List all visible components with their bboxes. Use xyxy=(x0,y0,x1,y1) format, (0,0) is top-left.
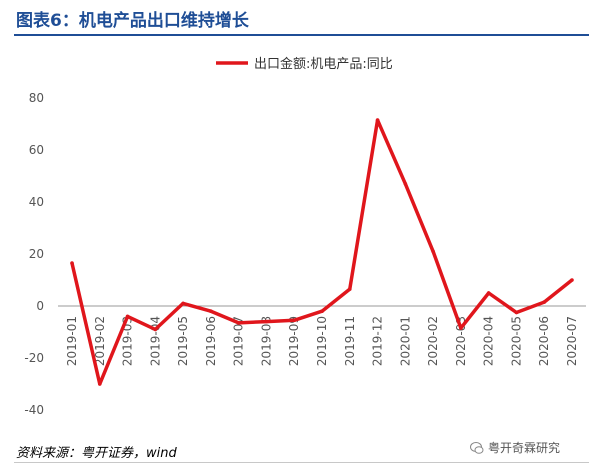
data-point-2019-02 xyxy=(97,382,102,386)
x-tick-label: 2020-01 xyxy=(398,316,412,366)
data-point-2020-01 xyxy=(403,182,408,186)
data-point-2019-01 xyxy=(70,261,74,265)
x-tick-label: 2019-06 xyxy=(204,316,218,366)
series-points xyxy=(70,118,574,386)
data-point-2019-06 xyxy=(209,309,213,314)
x-tick-label: 2019-02 xyxy=(93,316,107,366)
data-point-2020-04 xyxy=(486,291,491,295)
y-tick-label: -20 xyxy=(24,351,44,365)
x-tick-label: 2020-05 xyxy=(509,316,523,366)
data-point-2020-02 xyxy=(431,249,435,254)
data-point-2019-09 xyxy=(292,318,297,323)
source-note: 资料来源：粤开证券，wind xyxy=(16,446,177,461)
data-point-2019-10 xyxy=(320,309,324,314)
y-tick-label: 20 xyxy=(29,247,44,261)
x-tick-label: 2019-05 xyxy=(176,316,190,366)
x-tick-label: 2019-03 xyxy=(121,316,135,366)
watermark-text: 粤开奇霖研究 xyxy=(488,441,561,455)
y-tick-label: -40 xyxy=(24,403,44,417)
y-tick-label: 40 xyxy=(29,195,44,209)
data-point-2020-03 xyxy=(459,326,463,330)
data-point-2019-07 xyxy=(236,321,241,325)
data-point-2019-12 xyxy=(375,118,380,122)
legend-label-series: 出口金额:机电产品:同比 xyxy=(254,56,393,72)
x-tick-label: 2019-08 xyxy=(259,316,273,366)
data-point-2019-04 xyxy=(153,327,158,332)
x-tick-label: 2019-11 xyxy=(343,316,357,366)
data-point-2020-07 xyxy=(570,278,574,282)
x-axis: 2019-01 2019-02 2019-03 2019-04 2019-05 2019-… xyxy=(65,316,579,366)
x-tick-label: 2020-04 xyxy=(482,316,496,366)
x-tick-label: 2019-10 xyxy=(315,316,329,366)
y-tick-label: 60 xyxy=(29,143,44,157)
data-point-2019-11 xyxy=(347,287,352,291)
legend: 出口金额:机电产品:同比 xyxy=(216,56,393,72)
data-point-2020-05 xyxy=(514,310,519,315)
y-axis: -40 -20 0 20 40 60 80 xyxy=(24,91,44,417)
x-tick-label: 2019-12 xyxy=(371,316,385,366)
x-tick-label: 2020-03 xyxy=(454,316,468,366)
data-point-2020-06 xyxy=(542,300,547,304)
x-tick-label: 2019-07 xyxy=(232,316,246,366)
x-tick-label: 2020-02 xyxy=(426,316,440,366)
line-chart: 出口金额:机电产品:同比 -40 -20 0 20 40 60 80 2019-01 2019… xyxy=(24,56,586,417)
y-tick-label: 0 xyxy=(36,299,44,313)
x-tick-label: 2020-07 xyxy=(565,316,579,366)
x-tick-label: 2019-09 xyxy=(287,316,301,366)
wechat-icon xyxy=(470,441,484,454)
data-point-2019-08 xyxy=(264,319,269,324)
watermark: 粤开奇霖研究 xyxy=(470,439,560,456)
y-tick-label: 80 xyxy=(29,91,44,105)
chart-title: 图表6：机电产品出口维持增长 xyxy=(16,11,249,31)
data-point-2019-05 xyxy=(181,301,185,306)
data-point-2019-03 xyxy=(125,314,130,319)
title-underline xyxy=(14,34,589,36)
footer-divider xyxy=(14,462,589,463)
x-tick-label: 2020-06 xyxy=(537,316,551,366)
x-tick-label: 2019-01 xyxy=(65,316,79,366)
